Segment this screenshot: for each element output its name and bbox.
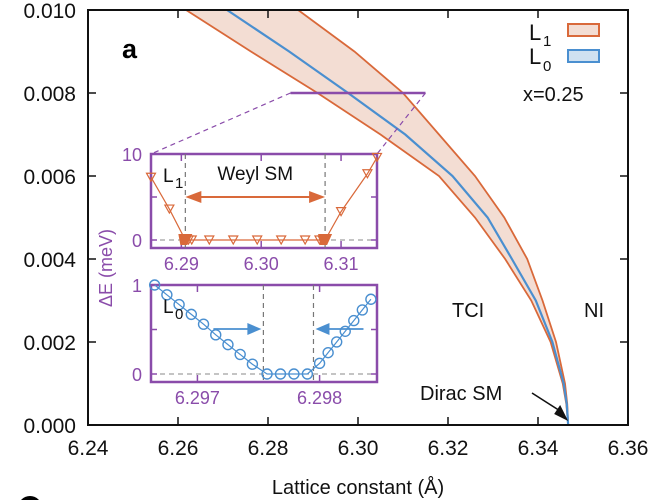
inset-data-point [227, 235, 239, 246]
x-tick-label: 6.32 [428, 437, 469, 460]
region-label-tci: TCI [452, 300, 484, 322]
inset-series-label: L [163, 166, 174, 187]
inset-x-tick-label: 6.298 [297, 388, 342, 408]
y-tick-label: 0.004 [23, 249, 76, 272]
inset-y-tick-label: 0 [132, 365, 142, 385]
inset-data-point [161, 289, 173, 301]
legend-label-l0: L [529, 44, 541, 69]
legend-label-l1: L [529, 20, 541, 45]
inset-data-point [335, 207, 347, 217]
x-axis-title: Lattice constant (Å) [272, 476, 444, 499]
l0-arrowhead-left [247, 323, 262, 335]
inset-data-point [274, 368, 287, 380]
weyl-point-marker [178, 234, 193, 245]
inset-x-tick-label: 6.297 [175, 388, 220, 408]
y-tick-label: 0.000 [23, 415, 76, 438]
inset-data-line [154, 284, 372, 375]
x-tick-label: 6.36 [608, 437, 649, 460]
inset-data-point [197, 318, 210, 330]
x-tick-label: 6.34 [518, 437, 559, 460]
y-tick-label: 0.002 [23, 332, 76, 355]
inset-data-point [246, 358, 259, 370]
x-tick-label: 6.24 [68, 437, 109, 460]
legend-sub-l1: 1 [543, 33, 551, 50]
zoom-connector-right [376, 92, 426, 155]
inset-data-point [148, 279, 161, 291]
inset-data-point [322, 346, 334, 359]
inset-series-label-sub: 0 [175, 306, 183, 323]
composition-label: x=0.25 [523, 84, 584, 106]
inset-data-point [145, 172, 157, 183]
inset-data-point [203, 235, 215, 246]
y-tick-label: 0.010 [23, 0, 76, 23]
l1-upper-boundary-line [297, 10, 570, 425]
inset-data-point [251, 235, 263, 246]
inset-data-point [313, 357, 326, 370]
inset-frame [149, 283, 379, 384]
region-label-ni: NI [584, 300, 604, 322]
dirac-sm-arrowhead [554, 405, 569, 421]
inset-data-point [163, 204, 175, 215]
inset-x-tick-label: 6.31 [324, 254, 359, 274]
inset-data-point [371, 152, 383, 163]
legend-entry-l1: L 1 [529, 20, 600, 50]
inset-data-point [222, 338, 234, 351]
inset-data-point [275, 235, 287, 246]
inset-data-point [356, 304, 369, 316]
inset-data-point [234, 348, 246, 361]
weyl-sm-label: Weyl SM [217, 164, 293, 185]
inset-x-tick-label: 6.30 [244, 254, 279, 274]
l0-arrowhead-right [315, 323, 330, 335]
axis-ticks: 6.24 6.26 6.28 6.30 6.32 6.34 6.36 0.000 0.002 0.… [23, 0, 648, 460]
weyl-arrowhead-right [309, 191, 326, 203]
inset-data-point [261, 368, 273, 380]
legend-swatch-l1 [567, 23, 600, 37]
inset-data-point [185, 308, 198, 321]
inset-data-point [361, 169, 373, 180]
inset-y-tick-label: 0 [132, 231, 142, 251]
x-tick-label: 6.30 [338, 437, 379, 460]
inset-y-tick-label: 1 [132, 276, 142, 296]
inset-data-point [348, 314, 360, 327]
l0-boundary-line [226, 10, 570, 425]
dirac-sm-label: Dirac SM [420, 383, 502, 405]
zoom-connector-left [150, 92, 291, 155]
inset-data-point [301, 368, 314, 380]
legend-sub-l0: 0 [543, 58, 551, 75]
inset-frame [149, 152, 379, 250]
dirac-sm-arrow [531, 392, 561, 412]
y-tick-label: 0.006 [23, 166, 76, 189]
inset-data-point [339, 325, 351, 337]
weyl-point-marker [318, 234, 333, 245]
inset-panel-l1: 6.29 6.30 6.31 10 0 L 1 Weyl SM [122, 145, 383, 274]
next-panel-letter-fragment [21, 496, 39, 500]
inset-series-label-sub: 1 [175, 175, 183, 192]
inset-y-axis-title: ΔE (meV) [96, 229, 116, 307]
inset-data-point [299, 235, 311, 246]
inset-data-point [173, 298, 185, 311]
legend: L 1 L 0 [529, 20, 600, 75]
inset-data-point [288, 368, 300, 380]
inset-data-point [365, 293, 377, 305]
inset-series-label: L [163, 297, 174, 318]
dirac-sm-annotation: Dirac SM [420, 383, 569, 421]
zoom-marker-layer [150, 91, 426, 155]
y-tick-label: 0.008 [23, 83, 76, 106]
inset-x-tick-label: 6.29 [164, 254, 199, 274]
x-tick-label: 6.28 [248, 437, 289, 460]
legend-swatch-l0 [567, 49, 600, 63]
inset-data-point [330, 336, 343, 348]
inset-y-tick-label: 10 [122, 145, 142, 165]
x-tick-label: 6.26 [158, 437, 199, 460]
panel-label: a [122, 34, 138, 64]
weyl-arrowhead-left [185, 191, 202, 203]
legend-entry-l0: L 0 [529, 44, 600, 75]
